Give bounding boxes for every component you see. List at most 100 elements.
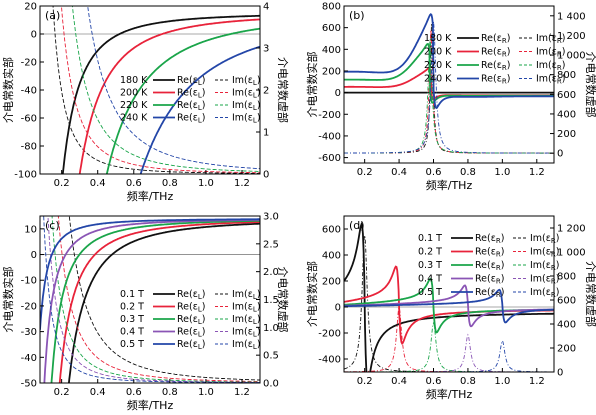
legend-re: Re(εR) [475,260,504,272]
x-tick-label: 1.2 [234,178,250,189]
y-tick-label: 200 [322,66,341,77]
legend-re: Re(εR) [481,60,510,72]
x-tick-label: 1.2 [234,387,250,398]
series-im-line [87,6,260,170]
y2-tick-label: 1 400 [557,11,586,22]
legend-label: 0.3 T [418,260,442,271]
x-tick-label: 0.8 [162,178,178,189]
y-axis-label: 介电常数实部 [305,261,319,327]
y2-tick-label: 0 [557,368,563,379]
legend-re: Re(εL) [177,113,206,125]
plot-frame [343,215,555,373]
y-tick-label: 0 [335,88,341,99]
x-tick-label: 0.6 [126,178,142,189]
series-im-line [344,21,554,154]
y2-tick-label: 1 000 [557,248,586,259]
x-tick-label: 1.0 [494,376,510,387]
y-tick-label: -20 [21,301,37,312]
legend-label: 0.2 T [120,302,144,313]
legend-im: Im(εL) [232,289,261,301]
legend-im: Im(εL) [232,113,261,125]
legend-re: Re(εL) [177,289,206,301]
x-tick-label: 0.8 [460,167,476,178]
series-im-line [71,6,260,172]
series-im-line [47,216,260,383]
x-axis-label: 频率/THz [426,387,473,401]
y-tick-label: 600 [322,23,341,34]
legend-label: 240 K [424,74,452,85]
legend-label: 180 K [424,33,452,44]
y-axis-label: 介电常数实部 [1,267,15,333]
series-im-line [68,216,260,381]
series-im-line [61,6,260,174]
y-tick-label: -200 [318,110,341,121]
y2-tick-label: 3.0 [263,212,279,223]
y2-tick-label: 0.0 [263,379,279,390]
series-re-line [139,45,260,174]
x-tick-label: 1.2 [529,167,545,178]
legend-im: Im(εL) [232,339,261,351]
y2-tick-label: 1 000 [557,51,586,62]
y-tick-label: 200 [322,277,341,288]
series-re-line [344,12,554,110]
legend-label: 220 K [424,60,452,71]
y-tick-label: -40 [21,353,37,364]
legend-im: Im(εR) [536,74,566,86]
plot-area [344,221,554,372]
legend-im: Im(εL) [232,314,261,326]
y-tick-label: -400 [318,131,341,142]
legend-re: Re(εR) [475,233,504,245]
y-tick-label: -40 [21,86,37,97]
legend-label: 0.5 T [120,339,144,350]
y2-tick-label: 1.5 [263,295,279,306]
y2-tick-label: 200 [557,344,576,355]
y2-tick-label: 600 [557,296,576,307]
x-tick-label: 0.2 [54,178,70,189]
y-tick-label: 0 [335,303,341,314]
x-axis-label: 频率/THz [426,178,473,192]
legend-re: Re(εL) [177,339,206,351]
legend-im: Im(εR) [536,33,566,45]
series-im-line [52,6,260,174]
y-tick-label: 600 [322,225,341,236]
x-tick-label: 0.8 [162,387,178,398]
y2-tick-label: 400 [557,109,576,120]
series-re-line [40,218,260,330]
plot-area [344,12,554,154]
y2-tick-label: 1.0 [263,323,279,334]
y-tick-label: 800 [322,2,341,13]
series-im-line [344,340,554,372]
legend-re: Re(εR) [481,33,510,45]
panel-label: (b) [349,9,365,22]
y-tick-label: 20 [24,2,37,13]
legend-label: 0.1 T [418,233,442,244]
x-axis-label: 频率/THz [127,189,174,203]
x-tick-label: 0.2 [54,387,70,398]
x-tick-label: 0.4 [391,376,407,387]
plot-area [40,216,260,383]
legend-im: Im(εR) [530,260,560,272]
chart-panel: 0.2 0.4 0.6 0.8 1.0 1.2 600 400 200 0 -200 -400 1 20… [305,215,596,401]
legend-re: Re(εR) [481,74,510,86]
y2-tick-label: 2.0 [263,267,279,278]
y-tick-label: -200 [318,329,341,340]
x-tick-label: 0.4 [391,167,407,178]
y-axis-label: 介电常数实部 [1,57,15,123]
legend-re: Re(εR) [475,274,504,286]
x-tick-label: 0.2 [357,376,373,387]
legend-im: Im(εL) [232,75,261,87]
y2-tick-label: 3 [263,44,269,55]
y-tick-label: 0 [31,250,37,261]
x-tick-label: 0.2 [357,167,373,178]
legend: 0.1 T Re(εR) Im(εR) 0.2 T Re(εR) Im(εR) 0.3 T R… [418,233,560,299]
series-re-line [78,18,260,174]
x-tick-label: 1.2 [529,376,545,387]
chart-panel: 0.2 0.4 0.6 0.8 1.0 1.2 10 0 -10 -20 -30 -40 -50 3.0 2… [1,212,290,413]
legend-im: Im(εR) [536,60,566,72]
x-tick-label: 0.6 [126,387,142,398]
legend-im: Im(εL) [232,88,261,100]
legend-im: Im(εR) [536,47,566,59]
x-tick-label: 0.4 [90,178,106,189]
legend-re: Re(εL) [177,302,206,314]
